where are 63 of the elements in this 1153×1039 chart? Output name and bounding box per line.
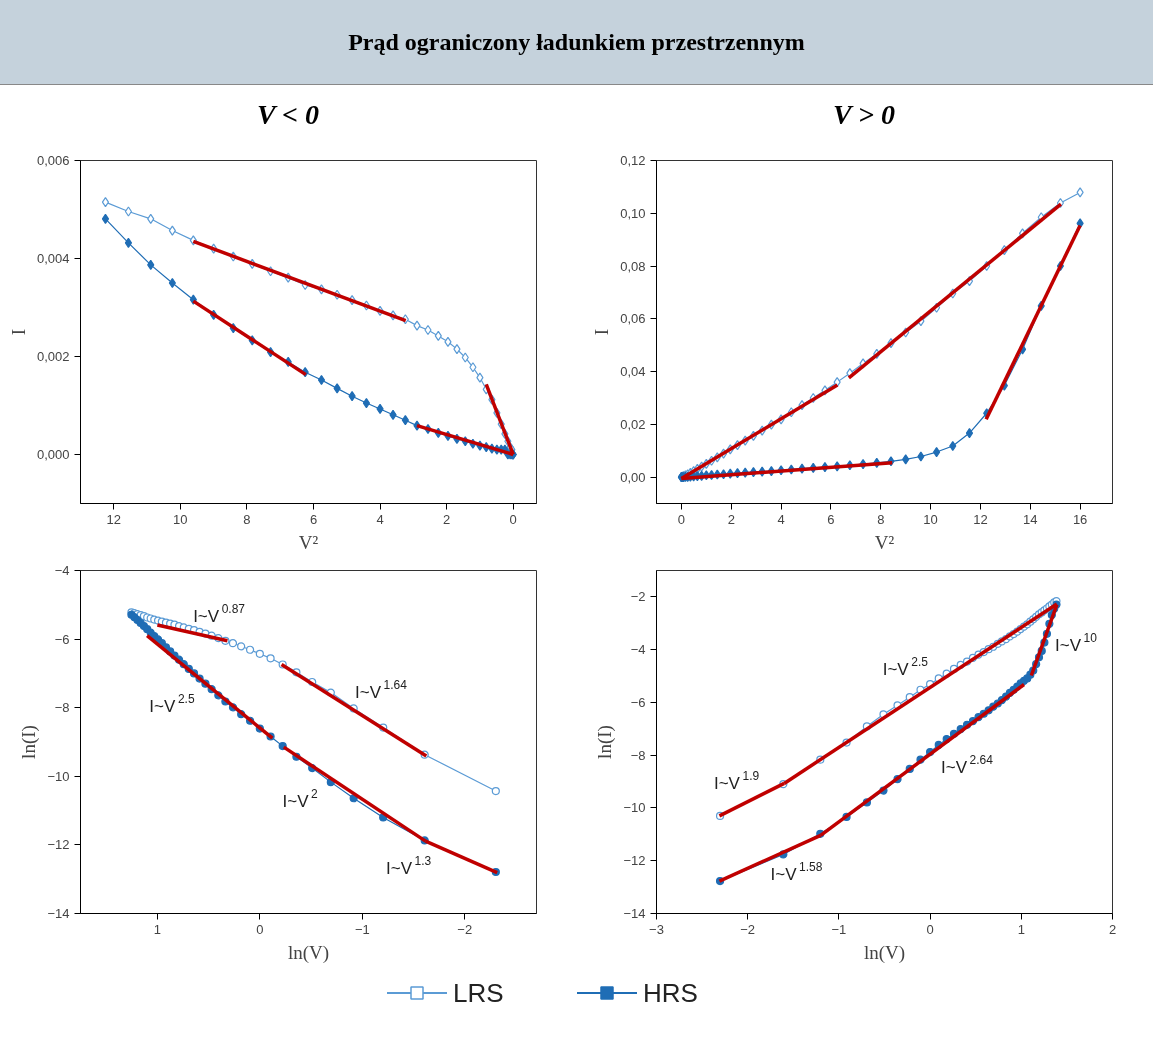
y-tick-label: −8 — [630, 747, 646, 763]
y-tick-label: −4 — [630, 642, 646, 658]
y-tick-label: −6 — [630, 694, 646, 710]
x-axis-title: V² — [874, 531, 895, 553]
y-axis-title: ln(I) — [18, 725, 41, 759]
y-tick-label: −6 — [54, 631, 70, 647]
x-tick-label: 10 — [173, 511, 188, 527]
y-tick-label: −10 — [47, 768, 70, 784]
x-tick-label: 1 — [1017, 921, 1025, 937]
y-tick-label: 0,00 — [620, 469, 646, 485]
x-tick-label: −1 — [354, 921, 370, 937]
x-tick-label: −2 — [740, 921, 756, 937]
x-tick-label: 6 — [309, 511, 318, 527]
y-tick-label: −8 — [54, 700, 70, 716]
x-axis-title: ln(V) — [863, 941, 906, 964]
x-tick-label: 8 — [243, 511, 251, 527]
y-tick-label: 0,02 — [620, 416, 646, 432]
y-tick-label: 0,08 — [620, 258, 646, 274]
y-tick-label: −10 — [623, 800, 646, 816]
y-tick-label: 0,000 — [36, 447, 70, 462]
x-tick-label: 16 — [1072, 511, 1088, 527]
x-tick-label: 12 — [106, 511, 122, 527]
x-axis-title: V² — [298, 531, 319, 553]
legend-label: HRS — [643, 978, 698, 1008]
x-tick-label: 8 — [877, 511, 885, 527]
x-tick-label: 2 — [1108, 921, 1117, 937]
y-tick-label: 0,006 — [36, 153, 70, 168]
y-tick-label: 0,04 — [620, 364, 646, 380]
y-tick-label: −12 — [47, 837, 70, 853]
x-tick-label: −3 — [649, 921, 664, 937]
x-axis-title: ln(V) — [287, 941, 330, 964]
x-tick-label: 0 — [509, 511, 517, 527]
x-tick-label: 0 — [256, 921, 264, 937]
y-tick-label: −14 — [623, 906, 646, 921]
x-tick-label: −1 — [831, 921, 847, 937]
y-axis-title: I — [7, 328, 29, 336]
y-tick-label: 0,004 — [36, 251, 70, 266]
y-tick-label: 0,12 — [620, 153, 646, 168]
x-tick-label: 1 — [153, 921, 161, 937]
y-tick-label: −2 — [630, 589, 646, 605]
y-tick-label: 0,10 — [620, 205, 646, 221]
y-axis-title: I — [591, 328, 613, 336]
x-tick-label: 0 — [677, 511, 686, 527]
y-tick-label: 0,06 — [620, 311, 646, 327]
chart-subtitle: V > 0 — [832, 98, 896, 132]
x-tick-label: 14 — [1023, 511, 1038, 527]
x-tick-label: 10 — [923, 511, 938, 527]
x-tick-label: 4 — [376, 511, 384, 527]
y-tick-label: −14 — [47, 906, 70, 921]
legend-label: LRS — [453, 978, 504, 1008]
chart-title: Prąd ograniczony ładunkiem przestrzennym — [348, 27, 805, 57]
y-tick-label: −4 — [54, 563, 70, 578]
chart-subtitle: V < 0 — [256, 98, 320, 132]
x-tick-label: 2 — [727, 511, 735, 527]
x-tick-label: 6 — [827, 511, 835, 527]
y-tick-label: −12 — [623, 853, 646, 869]
y-axis-title: ln(I) — [594, 725, 617, 759]
x-tick-label: 2 — [443, 511, 451, 527]
x-tick-label: 12 — [973, 511, 988, 527]
x-tick-label: −2 — [457, 921, 473, 937]
x-tick-label: 0 — [926, 921, 934, 937]
y-tick-label: 0,002 — [36, 349, 70, 364]
x-tick-label: 4 — [777, 511, 785, 527]
